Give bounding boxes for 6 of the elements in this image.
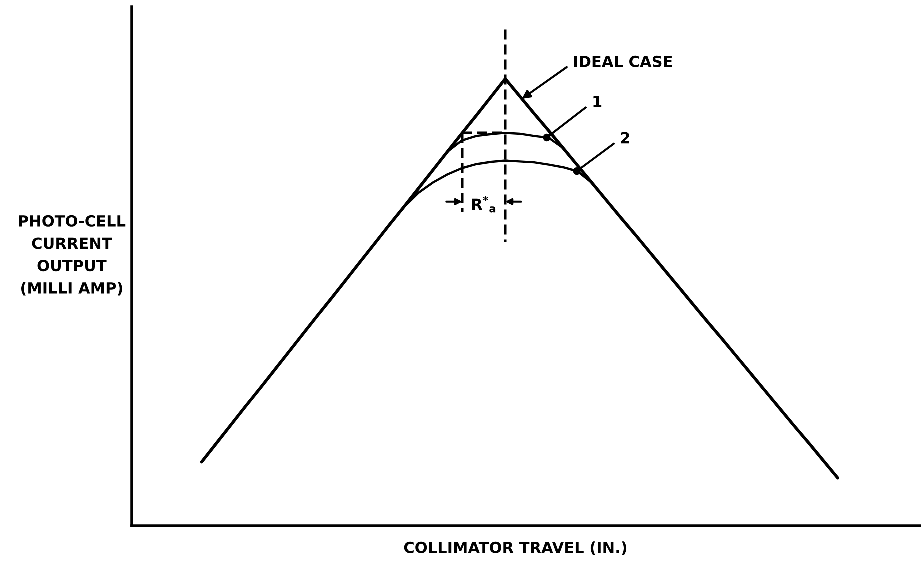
y-axis-title: PHOTO-CELL CURRENT OUTPUT (MILLI AMP) <box>19 215 126 296</box>
x-axis-title: COLLIMATOR TRAVEL (IN.) <box>404 542 627 556</box>
text: IDEAL CASE <box>574 56 672 68</box>
text: 2 <box>621 132 630 144</box>
annotation: R$^{*}$$_{a}$ <box>472 196 496 213</box>
text: 1 <box>594 96 602 108</box>
